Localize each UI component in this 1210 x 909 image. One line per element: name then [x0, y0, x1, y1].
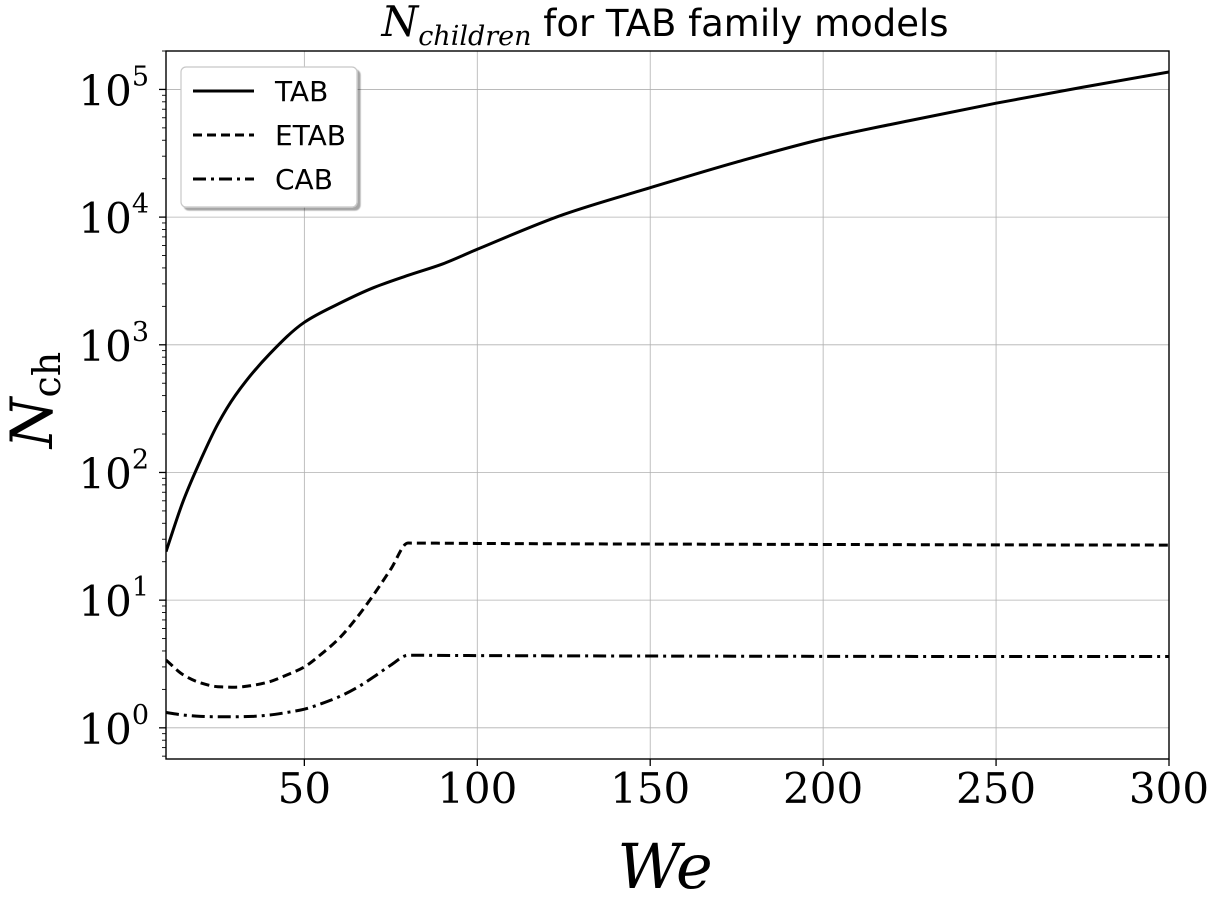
legend: TAB ETAB CAB: [180, 66, 358, 208]
series-layer: [166, 70, 1169, 719]
x-tick-label: 300: [1129, 764, 1209, 813]
x-tick-label: 50: [278, 764, 331, 813]
y-tick-label-exponent: 5: [132, 61, 149, 92]
y-tick-label-base: 10: [78, 449, 131, 498]
x-tick-label: 250: [956, 764, 1036, 813]
y-tick-label-base: 10: [78, 705, 131, 754]
y-tick-label-exponent: 1: [132, 572, 149, 603]
title-math-subscript: children: [418, 21, 531, 52]
series-line-cab: [166, 653, 1169, 719]
y-tick-label: 103: [78, 317, 149, 371]
legend-label-cab: CAB: [275, 163, 333, 196]
y-tick-label-exponent: 3: [132, 317, 149, 348]
y-tick-label-exponent: 0: [132, 700, 149, 731]
legend-label-etab: ETAB: [275, 119, 346, 152]
y-tick-label-base: 10: [78, 577, 131, 626]
plot-frame: [165, 50, 1170, 760]
y-axis-label-main: N: [0, 395, 66, 450]
y-tick-label: 105: [78, 61, 149, 115]
y-tick-label: 101: [78, 572, 149, 626]
y-tick-label-base: 10: [78, 322, 131, 371]
y-tick-label-exponent: 2: [132, 444, 149, 475]
x-axis-label: We: [617, 830, 712, 903]
y-tick-label-exponent: 4: [132, 189, 149, 220]
title-text: for TAB family models: [532, 2, 949, 45]
y-tick-label: 104: [78, 189, 149, 243]
svg-text:Nch: Nch: [0, 352, 69, 451]
y-axis-label: Nch: [0, 352, 69, 451]
x-tick-label: 150: [610, 764, 690, 813]
y-tick-label: 100: [78, 700, 149, 754]
series-line-tab: [166, 70, 1169, 553]
x-axis: 50 100 150 200 250 300: [278, 759, 1209, 813]
x-tick-label: 100: [437, 764, 517, 813]
y-axis-label-sub: ch: [25, 352, 69, 398]
y-tick-label-base: 10: [78, 194, 131, 243]
legend-label-tab: TAB: [274, 75, 328, 108]
series-line-etab: [166, 541, 1169, 689]
title-math: N: [380, 0, 419, 46]
legend-box: [180, 66, 358, 208]
y-tick-label: 102: [78, 444, 149, 498]
y-tick-label-base: 10: [78, 66, 131, 115]
x-tick-label: 200: [783, 764, 863, 813]
chart-title: Nchildren for TAB family models: [380, 0, 948, 52]
